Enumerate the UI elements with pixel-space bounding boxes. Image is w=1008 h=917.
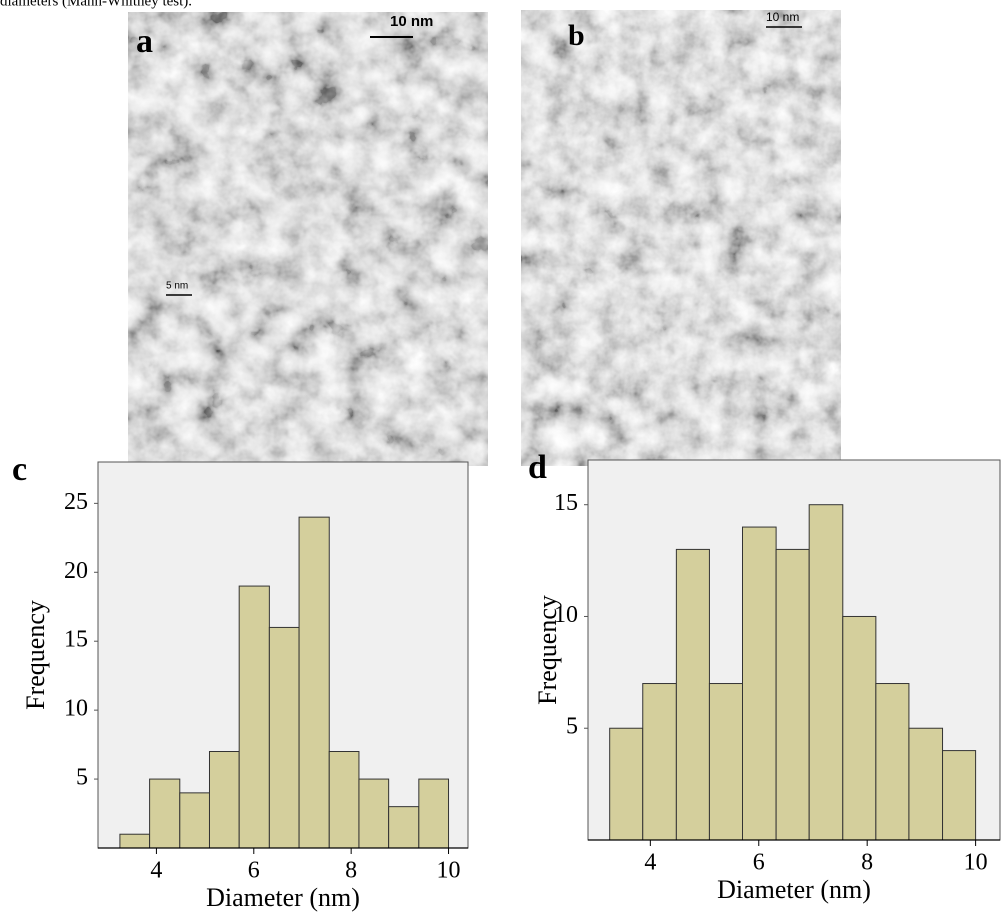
- y-tick-label: 25: [64, 489, 88, 515]
- y-axis-label: Frequency: [21, 600, 50, 710]
- scale-bar-label: 10 nm: [766, 10, 799, 24]
- bar: [742, 526, 777, 841]
- x-tick-label: 6: [753, 850, 765, 876]
- y-tick-label: 5: [566, 714, 578, 740]
- bar: [642, 683, 677, 841]
- bar: [775, 548, 810, 841]
- x-tick-label: 6: [248, 858, 260, 884]
- x-axis-label: Diameter (nm): [206, 883, 360, 912]
- y-tick-label: 10: [64, 696, 88, 722]
- bar: [875, 683, 910, 841]
- y-tick-label: 20: [64, 558, 88, 584]
- bar: [908, 727, 944, 841]
- caption: diameters (Mann-Whitney test).: [0, 0, 192, 9]
- bar: [418, 778, 450, 849]
- bar: [808, 504, 844, 841]
- histogram: 4 6 8 10 5 10 15 20 25 Diameter (nm) Frequency c: [12, 451, 469, 912]
- bar: [358, 778, 390, 849]
- x-tick-label: 10: [437, 858, 461, 884]
- bar: [179, 792, 210, 849]
- bar: [942, 750, 977, 841]
- bar: [238, 585, 270, 849]
- bar: [328, 751, 360, 849]
- tem-image-b: b 10 nm: [521, 10, 841, 466]
- bar: [119, 833, 151, 849]
- bar: [708, 683, 743, 841]
- x-axis-label: Diameter (nm): [717, 875, 871, 904]
- x-tick-label: 10: [964, 850, 988, 876]
- x-tick-label: 4: [644, 850, 656, 876]
- panel-label: d: [528, 449, 547, 486]
- panel-label: a: [136, 23, 153, 60]
- scale-bar-label: 10 nm: [390, 13, 433, 30]
- panel-label: b: [568, 19, 585, 52]
- bar: [609, 727, 644, 841]
- inset-scale-bar-label: 5 nm: [166, 281, 188, 292]
- bar: [149, 778, 181, 849]
- y-axis-label: Frequency: [533, 595, 562, 705]
- y-tick-label: 5: [76, 765, 88, 791]
- y-tick-label: 15: [554, 490, 578, 516]
- panel-label: c: [12, 451, 27, 488]
- x-tick-label: 8: [345, 858, 357, 884]
- tem-image-a: a 10 nm 5 nm: [128, 12, 488, 466]
- bar: [208, 751, 240, 849]
- histogram: 4 6 8 10 5 10 15 Diameter (nm) Frequency d: [528, 449, 1001, 904]
- x-tick-label: 8: [861, 850, 873, 876]
- bar: [842, 615, 877, 841]
- y-tick-label: 10: [554, 602, 578, 628]
- bar: [388, 806, 420, 849]
- bar: [675, 548, 710, 841]
- bar: [268, 626, 300, 849]
- y-tick-label: 15: [64, 627, 88, 653]
- x-tick-label: 4: [150, 858, 162, 884]
- bar: [298, 516, 330, 849]
